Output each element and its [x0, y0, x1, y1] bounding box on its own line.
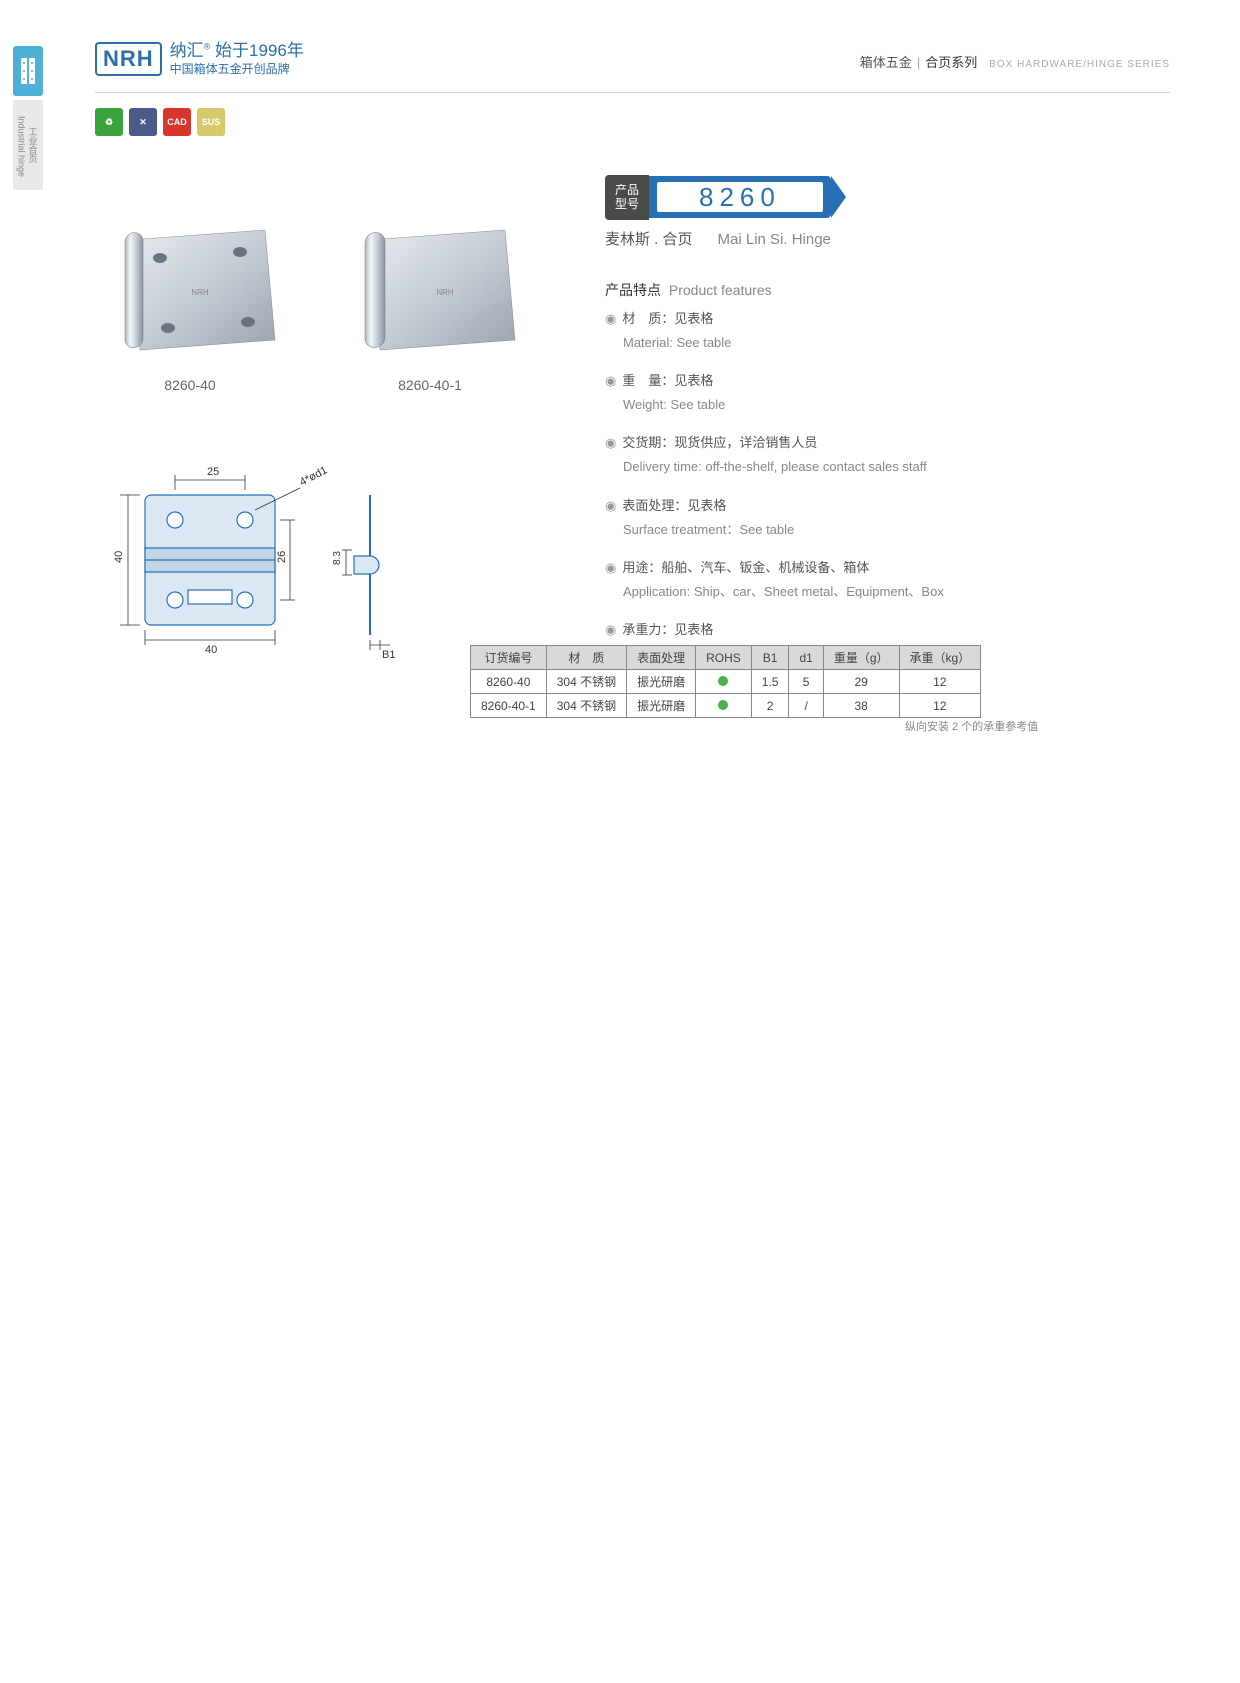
svg-text:40: 40: [113, 551, 125, 563]
table-header: 材 质: [546, 646, 626, 670]
features-list: ◉材 质：见表格Material: See table ◉重 量：见表格Weigh…: [605, 308, 944, 681]
side-category-label: 工业合页Industrial hinge: [13, 100, 43, 190]
svg-text:B1: B1: [382, 649, 395, 660]
svg-text:25: 25: [207, 466, 219, 478]
svg-text:4*ød1: 4*ød1: [298, 464, 330, 488]
feature-item: ◉交货期：现货供应，详洽销售人员Delivery time: off-the-s…: [605, 432, 944, 478]
product-label-2: 8260-40-1: [340, 377, 520, 393]
page-header: NRH 纳汇® 始于1996年 中国箱体五金开创品牌 箱体五金|合页系列BOX …: [95, 40, 1170, 78]
model-number-box: 产品型号 8260: [605, 175, 831, 220]
svg-text:26: 26: [276, 551, 288, 563]
table-header: ROHS: [696, 646, 752, 670]
spec-table: 订货编号材 质表面处理ROHSB1d1重量（g）承重（kg） 8260-4030…: [470, 645, 981, 718]
product-image-1: NRH: [100, 210, 280, 360]
side-tab-icon: [13, 46, 43, 96]
features-heading: 产品特点 Product features: [605, 280, 772, 300]
product-photos: NRH 8260-40 NRH 8260-40-1: [100, 210, 520, 393]
badge-icon: CAD: [163, 108, 191, 136]
table-row: 8260-40304 不锈钢振光研磨1.552912: [471, 670, 981, 694]
logo-mark: NRH: [95, 42, 162, 76]
product-label-1: 8260-40: [100, 377, 280, 393]
badge-icon: ♻: [95, 108, 123, 136]
table-header-row: 订货编号材 质表面处理ROHSB1d1重量（g）承重（kg）: [471, 646, 981, 670]
svg-text:NRH: NRH: [436, 288, 454, 297]
table-footnote: 纵向安装 2 个的承重参考值: [905, 718, 1038, 734]
logo-block: NRH 纳汇® 始于1996年 中国箱体五金开创品牌: [95, 40, 304, 78]
model-subtitle: 麦林斯 . 合页Mai Lin Si. Hinge: [605, 228, 831, 249]
feature-item: ◉用途：船舶、汽车、钣金、机械设备、箱体Application: Ship、ca…: [605, 557, 944, 603]
table-header: 重量（g）: [823, 646, 899, 670]
table-header: 订货编号: [471, 646, 547, 670]
product-image-2: NRH: [340, 210, 520, 360]
svg-text:8.3: 8.3: [332, 551, 343, 565]
badge-row: ♻✕CADSUS: [95, 108, 225, 136]
table-row: 8260-40-1304 不锈钢振光研磨2/3812: [471, 694, 981, 718]
header-divider: [95, 92, 1170, 93]
technical-drawing: 25 40 40 26 4*ød1 8.3 B1: [100, 460, 420, 665]
feature-item: ◉表面处理：见表格Surface treatment：See table: [605, 495, 944, 541]
table-header: 表面处理: [627, 646, 696, 670]
feature-item: ◉重 量：见表格Weight: See table: [605, 370, 944, 416]
svg-text:40: 40: [205, 644, 217, 656]
badge-icon: ✕: [129, 108, 157, 136]
header-category: 箱体五金|合页系列BOX HARDWARE/HINGE SERIES: [860, 40, 1170, 71]
table-header: 承重（kg）: [899, 646, 981, 670]
feature-item: ◉材 质：见表格Material: See table: [605, 308, 944, 354]
badge-icon: SUS: [197, 108, 225, 136]
table-header: d1: [789, 646, 823, 670]
svg-text:NRH: NRH: [191, 288, 209, 297]
table-header: B1: [751, 646, 789, 670]
